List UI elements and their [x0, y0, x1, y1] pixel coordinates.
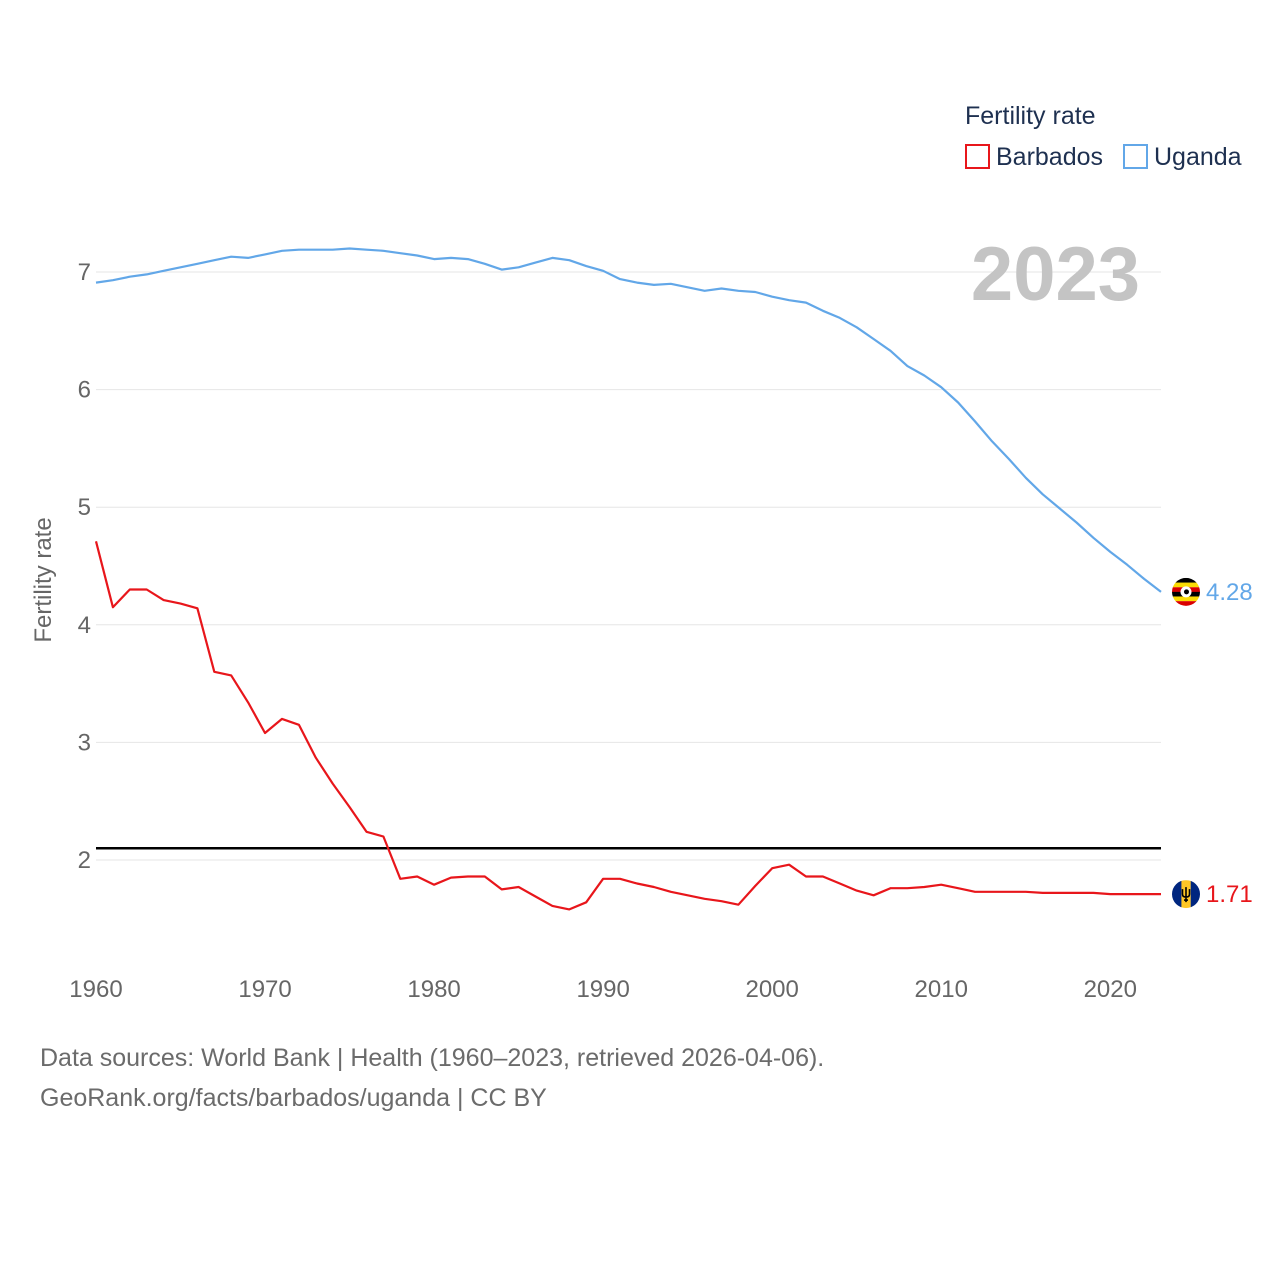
- footer-sources: Data sources: World Bank | Health (1960–…: [40, 1044, 825, 1072]
- legend-label-uganda[interactable]: Uganda: [1154, 143, 1242, 171]
- x-tick-label: 1970: [238, 976, 291, 1003]
- x-tick-label: 2020: [1084, 976, 1137, 1003]
- legend-title: Fertility rate: [965, 102, 1096, 130]
- y-tick-label: 5: [78, 494, 91, 521]
- y-tick-label: 4: [78, 612, 91, 639]
- barbados-flag-icon: [1172, 880, 1200, 909]
- series-line-uganda: [95, 247, 1162, 593]
- legend: Fertility rate Barbados Uganda: [965, 102, 1242, 171]
- x-axis-ticks: 1960 1970 1980 1990 2000 2010 2020: [69, 976, 1137, 1003]
- legend-label-barbados[interactable]: Barbados: [996, 143, 1103, 171]
- uganda-flag-icon: [1172, 577, 1200, 606]
- footer-credit[interactable]: GeoRank.org/facts/barbados/uganda | CC B…: [40, 1084, 547, 1112]
- x-tick-label: 1980: [407, 976, 460, 1003]
- y-tick-label: 6: [78, 377, 91, 404]
- year-label: 2023: [971, 232, 1140, 317]
- fertility-rate-chart: 2 3 4 5 6 7 1960 1970 1980 1990 2000 2010 2020 Fert…: [30, 102, 1253, 1003]
- grid-lines: [96, 271, 1161, 861]
- y-tick-label: 3: [78, 729, 91, 756]
- series-lines: [94, 247, 1162, 911]
- series-line-barbados: [94, 541, 1161, 911]
- uganda-end-value: 4.28: [1206, 579, 1253, 606]
- x-tick-label: 2010: [915, 976, 968, 1003]
- y-tick-label: 2: [78, 847, 91, 874]
- barbados-end-value: 1.71: [1206, 881, 1253, 908]
- legend-swatch-uganda[interactable]: [1123, 144, 1148, 169]
- legend-swatch-barbados[interactable]: [965, 144, 990, 169]
- x-tick-label: 1960: [69, 976, 122, 1003]
- x-tick-label: 1990: [576, 976, 629, 1003]
- y-axis-title: Fertility rate: [30, 517, 57, 642]
- y-tick-label: 7: [78, 259, 91, 286]
- y-axis-ticks: 2 3 4 5 6 7: [78, 259, 91, 874]
- x-tick-label: 2000: [745, 976, 798, 1003]
